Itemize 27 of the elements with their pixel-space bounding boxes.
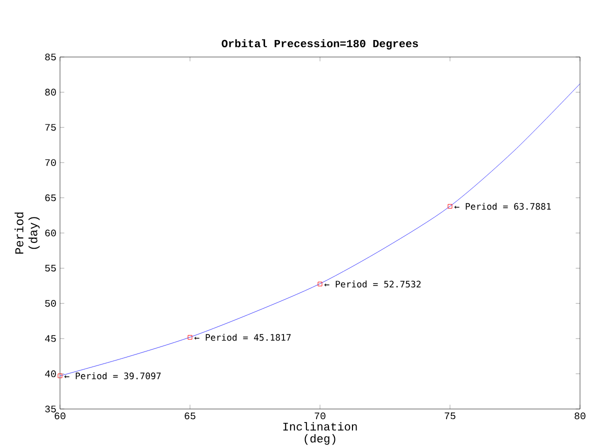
y-tick-label: 75 [45,124,56,131]
y-tick-label: 60 [45,230,56,236]
y-tick-label: 55 [45,264,56,272]
y-tick-label: 65 [45,194,56,202]
point [58,374,62,378]
y-tick-label: 35 [45,406,56,412]
y-tick-label: 45 [45,335,56,342]
x-tick-label: 70 [314,412,326,420]
y-axis-title: Period (day) [14,212,40,254]
y-tick-label: 50 [45,300,56,307]
x-tick-label: 80 [574,412,586,420]
x-tick-label: 75 [444,412,456,420]
point [318,282,322,286]
point [188,335,192,340]
annotation: ← Period = 39.7097 [64,372,161,380]
x-axis-title: Inclination (deg) [283,422,357,445]
x-tick-label: 60 [54,412,66,420]
annotation: ← Period = 45.1817 [194,334,291,341]
y-tick-label: 40 [45,370,56,378]
x-tick-label: 65 [184,412,196,420]
point [448,204,452,209]
y-tick-label: 80 [45,88,56,96]
annotation: ← Period = 63.7881 [454,202,551,210]
y-tick-label: 70 [45,159,56,166]
annotation: ← Period = 52.7532 [324,280,421,288]
chart-title: Orbital Precession=180 Degrees [222,39,418,50]
y-tick-label: 85 [45,54,56,60]
